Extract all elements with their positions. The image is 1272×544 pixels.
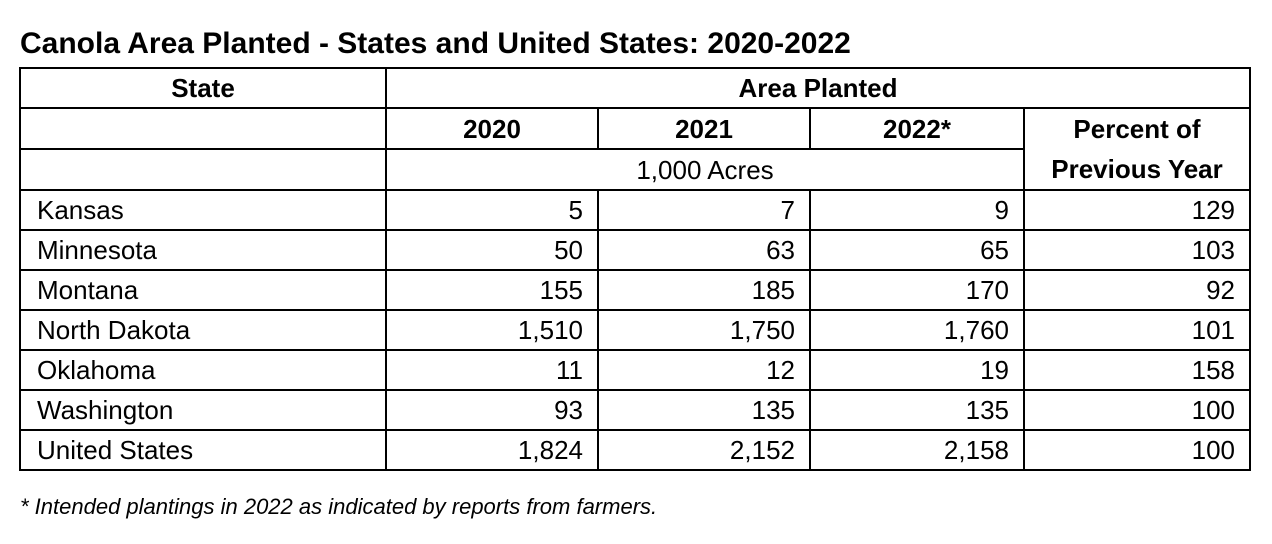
state-cell: Minnesota bbox=[19, 229, 387, 271]
footnote: * Intended plantings in 2022 as indicate… bbox=[20, 494, 658, 519]
percent-cell: 100 bbox=[1022, 429, 1252, 471]
table-row: Minnesota 50 63 65 103 bbox=[19, 229, 1252, 271]
units-label: 1,000 Acres bbox=[385, 148, 1025, 191]
value-2022-cell: 2,158 bbox=[809, 429, 1025, 471]
value-2021-cell: 135 bbox=[597, 389, 811, 431]
state-header-blank bbox=[19, 107, 387, 150]
value-2022-cell: 9 bbox=[809, 189, 1025, 231]
state-cell: Washington bbox=[19, 389, 387, 431]
percent-cell: 101 bbox=[1022, 309, 1252, 351]
percent-cell: 158 bbox=[1022, 349, 1252, 391]
value-2020-cell: 1,510 bbox=[385, 309, 599, 351]
area-planted-header: Area Planted bbox=[384, 67, 1252, 109]
year-2021-header: 2021 bbox=[597, 107, 811, 150]
year-2020-header: 2020 bbox=[385, 107, 599, 150]
canola-area-table: State Area Planted 2020 2021 2022* Perce… bbox=[19, 67, 1252, 471]
value-2020-cell: 1,824 bbox=[385, 429, 599, 471]
value-2020-cell: 11 bbox=[385, 349, 599, 391]
table-row: Oklahoma 11 12 19 158 bbox=[19, 349, 1252, 391]
percent-cell: 103 bbox=[1022, 229, 1252, 271]
value-2021-cell: 2,152 bbox=[597, 429, 811, 471]
value-2022-cell: 135 bbox=[809, 389, 1025, 431]
value-2021-cell: 63 bbox=[597, 229, 811, 271]
header-row-years: 2020 2021 2022* Percent of Previous Year bbox=[19, 107, 1252, 191]
percent-cell: 100 bbox=[1022, 389, 1252, 431]
percent-previous-year-header: Percent of Previous Year bbox=[1022, 107, 1252, 191]
value-2020-cell: 5 bbox=[385, 189, 599, 231]
value-2022-cell: 65 bbox=[809, 229, 1025, 271]
value-2022-cell: 170 bbox=[809, 269, 1025, 311]
page-title: Canola Area Planted - States and United … bbox=[20, 27, 851, 60]
table-row: North Dakota 1,510 1,750 1,760 101 bbox=[19, 309, 1252, 351]
value-2021-cell: 7 bbox=[597, 189, 811, 231]
state-cell: North Dakota bbox=[19, 309, 387, 351]
value-2020-cell: 155 bbox=[385, 269, 599, 311]
state-cell: Kansas bbox=[19, 189, 387, 231]
state-column-header: State bbox=[19, 67, 387, 109]
table-row-total: United States 1,824 2,152 2,158 100 bbox=[19, 429, 1252, 471]
state-header-blank-2 bbox=[19, 148, 387, 191]
value-2021-cell: 185 bbox=[597, 269, 811, 311]
value-2021-cell: 1,750 bbox=[597, 309, 811, 351]
year-2022-header: 2022* bbox=[809, 107, 1025, 150]
state-cell: Oklahoma bbox=[19, 349, 387, 391]
percent-header-line1: Percent of bbox=[1073, 114, 1201, 144]
value-2022-cell: 1,760 bbox=[809, 309, 1025, 351]
value-2020-cell: 93 bbox=[385, 389, 599, 431]
header-row-units: 1,000 Acres bbox=[19, 148, 1250, 191]
value-2022-cell: 19 bbox=[809, 349, 1025, 391]
percent-cell: 129 bbox=[1022, 189, 1252, 231]
value-2020-cell: 50 bbox=[385, 229, 599, 271]
state-cell: Montana bbox=[19, 269, 387, 311]
table-row: Kansas 5 7 9 129 bbox=[19, 189, 1252, 231]
value-2021-cell: 12 bbox=[597, 349, 811, 391]
percent-cell: 92 bbox=[1022, 269, 1252, 311]
percent-header-line2: Previous Year bbox=[1051, 154, 1223, 184]
state-cell: United States bbox=[19, 429, 387, 471]
table-row: Washington 93 135 135 100 bbox=[19, 389, 1252, 431]
header-row-top: State Area Planted bbox=[19, 67, 1252, 109]
table-row: Montana 155 185 170 92 bbox=[19, 269, 1252, 311]
